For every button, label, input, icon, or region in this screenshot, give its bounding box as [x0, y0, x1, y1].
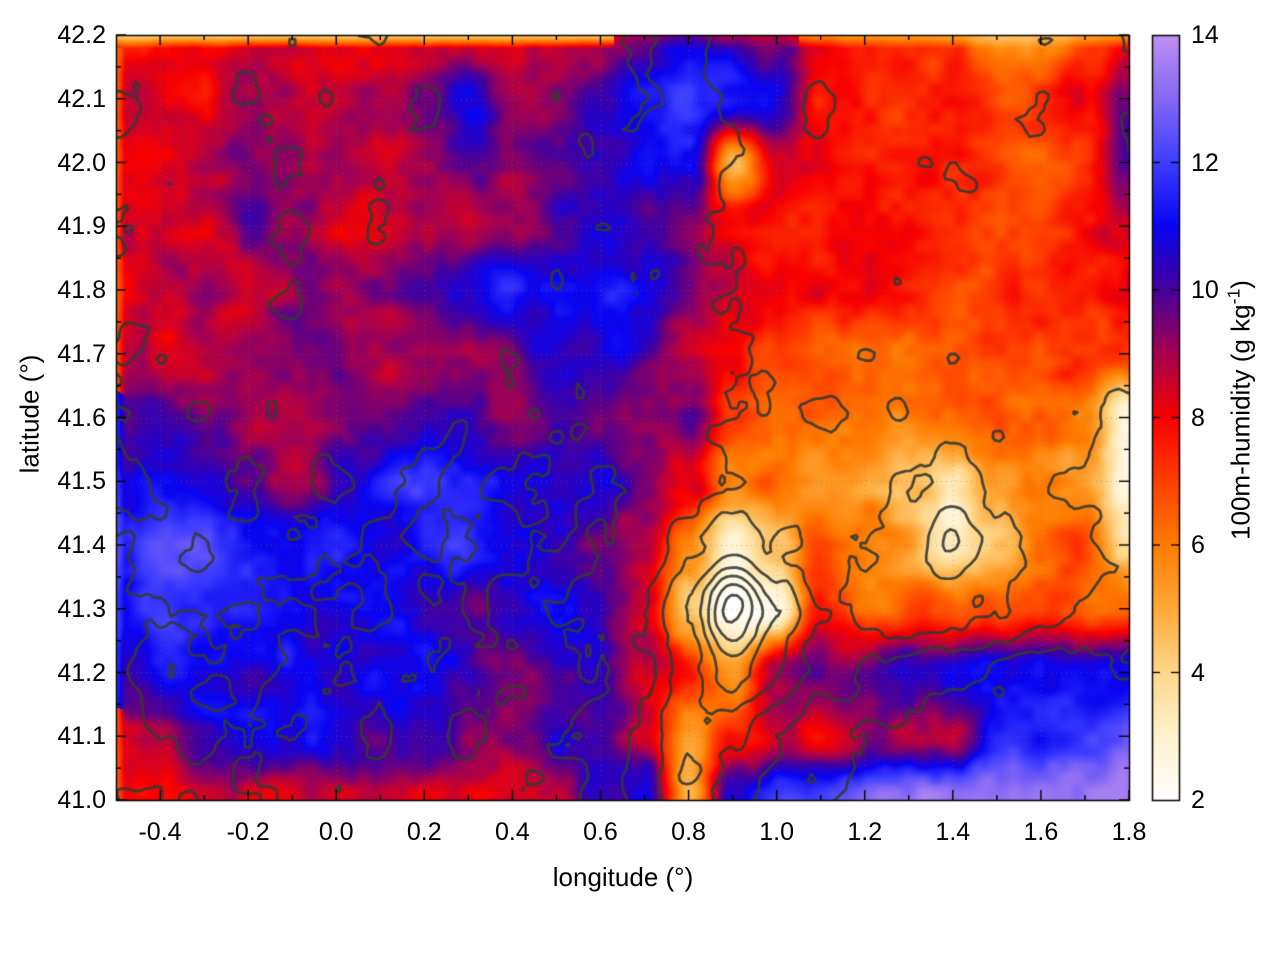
y-tick-label: 41.1 [57, 722, 106, 751]
colorbar-tick-label: 8 [1191, 403, 1205, 432]
x-tick-label: 0.2 [406, 818, 442, 846]
y-tick-label: 41.8 [57, 276, 106, 304]
x-tick-label: 1.8 [1111, 818, 1147, 846]
colorbar-tick-label: 14 [1191, 21, 1219, 49]
y-tick-label: 41.4 [57, 531, 106, 559]
x-tick-label: 1.4 [935, 818, 971, 846]
y-tick-label: 41.7 [57, 339, 106, 368]
x-tick-label: 0.0 [318, 818, 354, 846]
x-tick-label: 0.4 [495, 818, 530, 846]
y-tick-label: 41.6 [57, 403, 106, 432]
y-tick-label: 41.9 [57, 212, 106, 241]
colorbar-label-superscript: -1 [1223, 288, 1244, 305]
y-tick-label: 41.3 [57, 594, 106, 623]
x-tick-label: 1.2 [847, 818, 883, 846]
y-tick-label: 41.5 [57, 467, 106, 496]
x-tick-label: -0.4 [138, 818, 182, 846]
colorbar-label-text: 100m-humidity (g kg [1225, 304, 1256, 540]
colorbar-label: 100m-humidity (g kg-1) [1224, 280, 1257, 540]
x-tick-label: 0.8 [671, 818, 706, 846]
x-tick-label: -0.2 [226, 818, 270, 846]
colorbar-tick-label: 6 [1191, 531, 1205, 559]
colorbar-tick-label: 4 [1191, 658, 1205, 687]
y-tick-label: 41.0 [57, 786, 106, 814]
y-axis-label: latitude (°) [14, 354, 45, 474]
colorbar-tick-label: 12 [1191, 148, 1219, 177]
y-tick-label: 41.2 [57, 658, 106, 687]
colorbar-tick-label: 10 [1191, 276, 1219, 304]
x-tick-label: 1.0 [759, 818, 795, 846]
x-axis-label: longitude (°) [552, 862, 694, 892]
colorbar-label-close: ) [1225, 280, 1256, 289]
y-tick-label: 42.2 [57, 21, 106, 49]
x-tick-label: 0.6 [583, 818, 618, 846]
x-tick-label: 1.6 [1023, 818, 1059, 846]
y-tick-label: 42.1 [57, 84, 106, 113]
y-tick-label: 42.0 [57, 148, 106, 177]
colorbar-tick-label: 2 [1191, 786, 1205, 814]
